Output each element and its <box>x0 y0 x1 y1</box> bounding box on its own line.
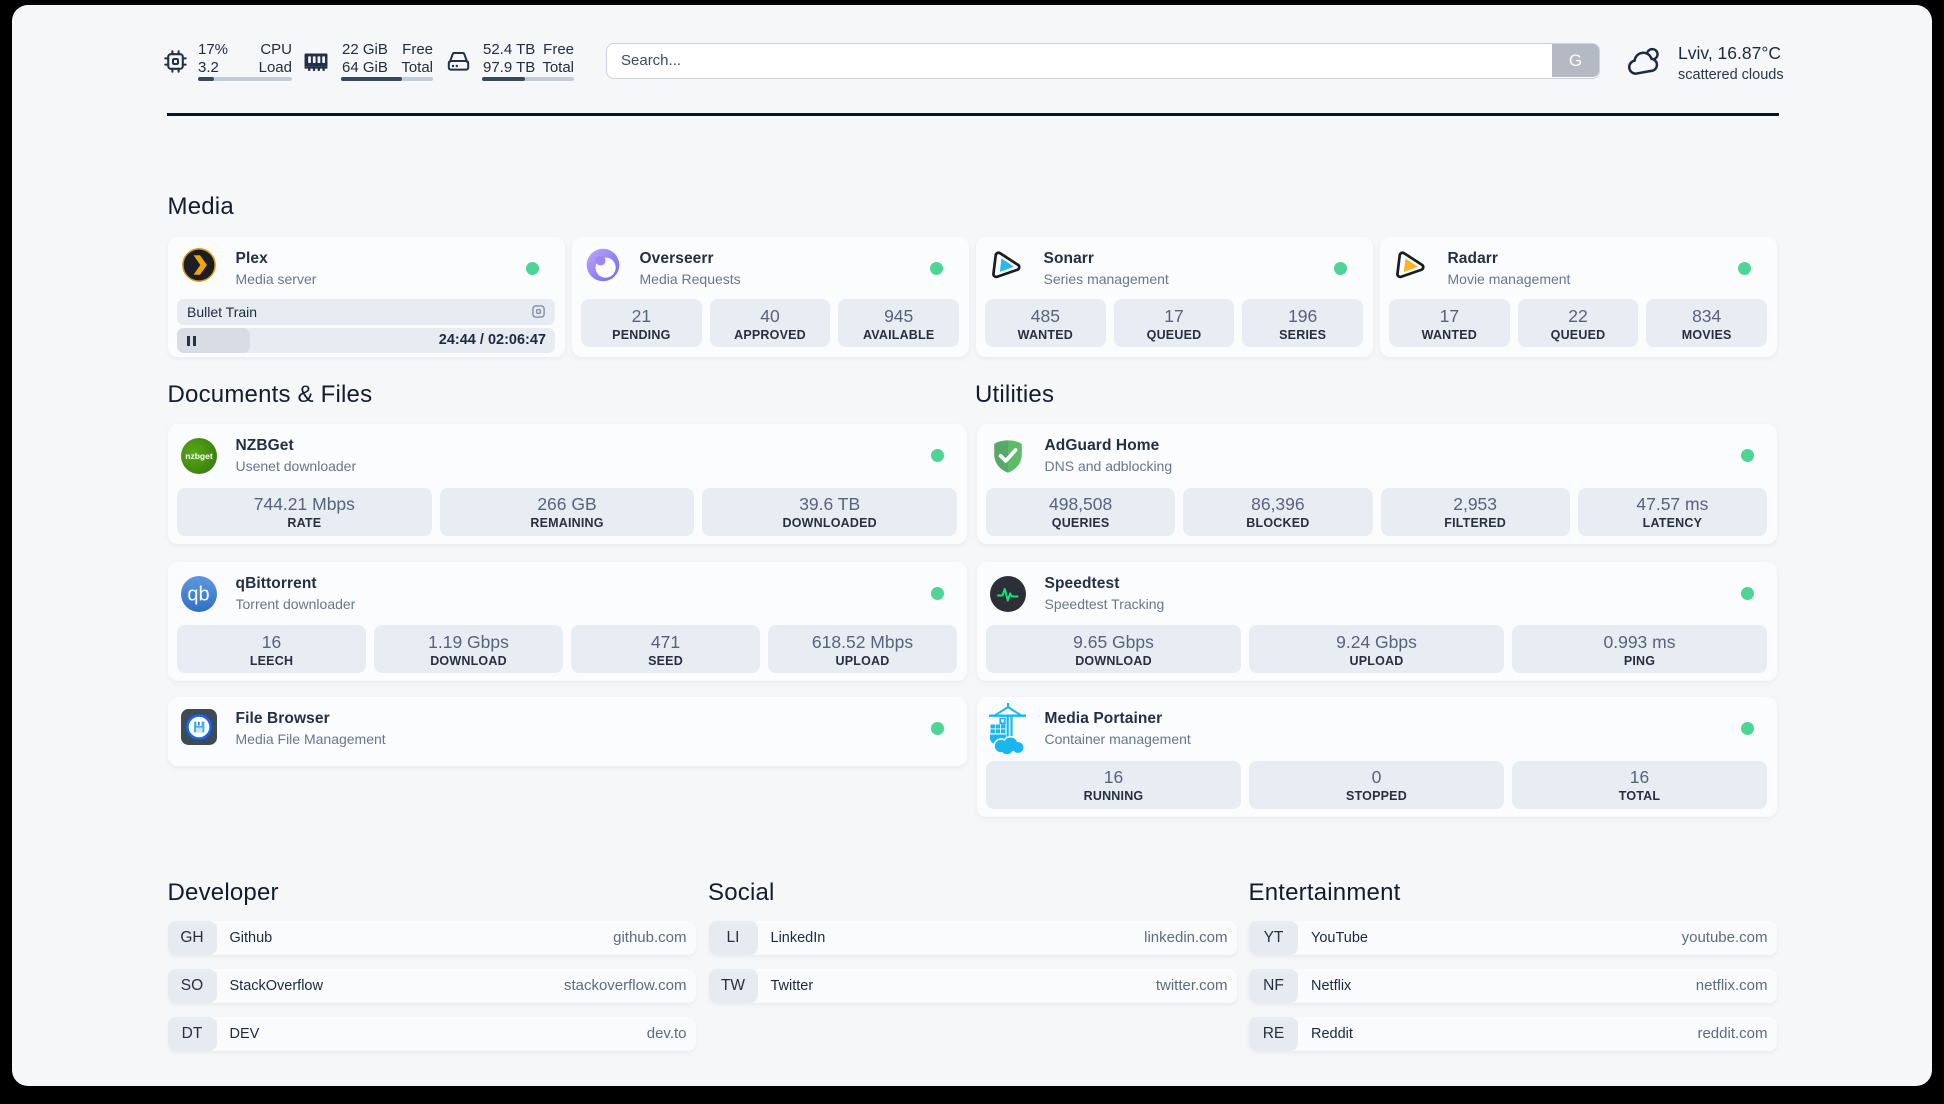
svg-text:nzbget: nzbget <box>185 451 213 461</box>
svg-text:qb: qb <box>187 584 209 606</box>
